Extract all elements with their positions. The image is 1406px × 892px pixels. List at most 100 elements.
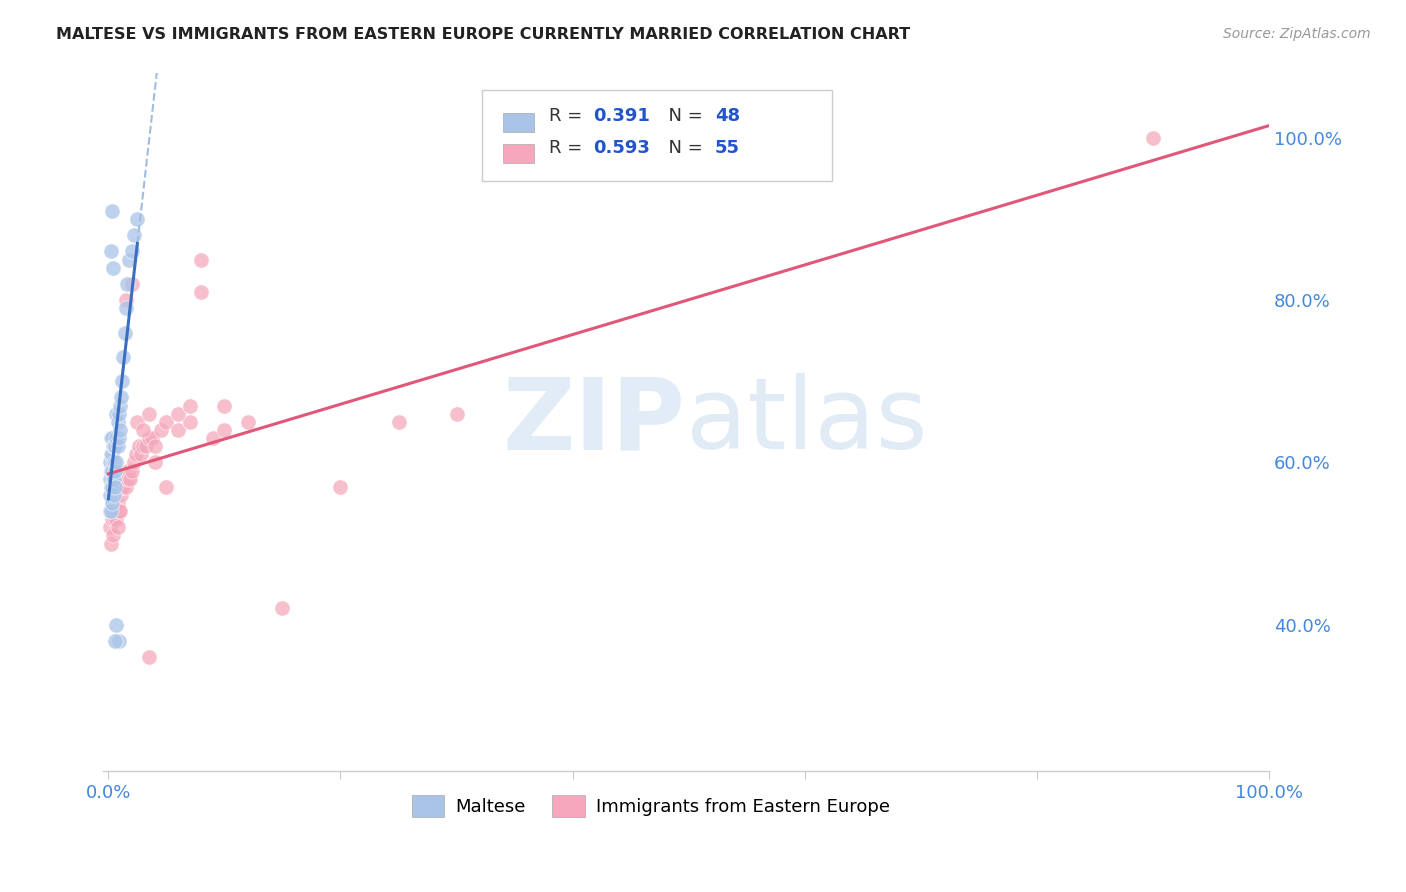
Point [446, 407, 468, 421]
Point [107, 439, 129, 453]
Point [103, 439, 125, 453]
Point [167, 423, 190, 437]
Point [100, 244, 122, 259]
Point [114, 293, 136, 307]
Point [107, 520, 129, 534]
Point [387, 415, 409, 429]
Point [98, 488, 121, 502]
Point [101, 480, 124, 494]
Point [101, 463, 124, 477]
Point [111, 374, 134, 388]
Point [101, 528, 124, 542]
Point [120, 472, 142, 486]
Point [141, 431, 163, 445]
Point [100, 504, 122, 518]
Point [122, 228, 145, 243]
Point [128, 439, 150, 453]
Point [114, 480, 136, 494]
Point [100, 536, 122, 550]
Point [103, 472, 125, 486]
Point [114, 326, 136, 340]
Text: 0.593: 0.593 [593, 138, 651, 157]
Point [134, 439, 156, 453]
Text: 0.391: 0.391 [593, 107, 651, 125]
Point [329, 480, 352, 494]
Point [105, 431, 128, 445]
Point [108, 407, 131, 421]
Text: N =: N = [657, 138, 709, 157]
Point [101, 496, 124, 510]
Point [114, 301, 136, 316]
Text: MALTESE VS IMMIGRANTS FROM EASTERN EUROPE CURRENTLY MARRIED CORRELATION CHART: MALTESE VS IMMIGRANTS FROM EASTERN EUROP… [56, 27, 910, 42]
Point [101, 472, 124, 486]
Point [149, 423, 172, 437]
Point [271, 601, 294, 615]
Text: Source: ZipAtlas.com: Source: ZipAtlas.com [1223, 27, 1371, 41]
Point [105, 455, 128, 469]
Point [179, 415, 201, 429]
Point [138, 407, 160, 421]
Point [127, 212, 149, 227]
Point [108, 431, 131, 445]
Point [114, 472, 136, 486]
Point [115, 277, 138, 291]
Point [108, 633, 131, 648]
Point [167, 407, 190, 421]
Point [101, 203, 124, 218]
Point [108, 423, 131, 437]
Point [105, 617, 128, 632]
Point [132, 423, 155, 437]
Point [179, 399, 201, 413]
Point [101, 260, 124, 275]
Point [104, 480, 127, 494]
Point [107, 415, 129, 429]
Point [101, 431, 124, 445]
Point [103, 455, 125, 469]
Point [105, 512, 128, 526]
Point [98, 520, 121, 534]
Point [121, 244, 143, 259]
Point [98, 455, 121, 469]
Point [108, 399, 131, 413]
Point [104, 439, 127, 453]
Point [190, 285, 212, 299]
Point [104, 633, 127, 648]
Point [100, 431, 122, 445]
Point [122, 455, 145, 469]
Point [118, 252, 141, 267]
Point [110, 391, 132, 405]
Point [138, 650, 160, 665]
Point [121, 277, 143, 291]
Text: 48: 48 [714, 107, 740, 125]
Point [108, 504, 131, 518]
Point [101, 447, 124, 461]
Point [103, 512, 125, 526]
Point [115, 463, 138, 477]
Point [201, 431, 224, 445]
Point [127, 415, 149, 429]
Point [155, 480, 177, 494]
Point [100, 480, 122, 494]
Point [98, 472, 121, 486]
Point [105, 407, 128, 421]
Legend: Maltese, Immigrants from Eastern Europe: Maltese, Immigrants from Eastern Europe [405, 788, 897, 824]
Text: ZIP: ZIP [503, 374, 686, 470]
Point [110, 488, 132, 502]
Point [112, 480, 135, 494]
Point [129, 447, 152, 461]
Point [214, 399, 236, 413]
Text: atlas: atlas [686, 374, 928, 470]
Text: R =: R = [550, 107, 588, 125]
Point [214, 423, 236, 437]
Point [103, 488, 125, 502]
Point [138, 431, 160, 445]
Point [104, 463, 127, 477]
Point [111, 480, 134, 494]
Point [107, 496, 129, 510]
FancyBboxPatch shape [502, 145, 533, 163]
Point [125, 447, 148, 461]
Point [101, 512, 124, 526]
Text: N =: N = [657, 107, 709, 125]
Point [155, 415, 177, 429]
Point [112, 350, 135, 364]
